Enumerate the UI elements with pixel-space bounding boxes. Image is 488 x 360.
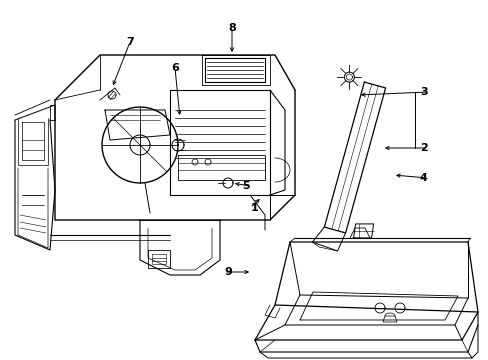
Text: 3: 3 xyxy=(419,87,427,97)
Text: 8: 8 xyxy=(228,23,235,33)
Text: 2: 2 xyxy=(419,143,427,153)
Text: 7: 7 xyxy=(126,37,134,47)
Text: 5: 5 xyxy=(242,181,249,191)
Text: 1: 1 xyxy=(250,203,258,213)
Text: 4: 4 xyxy=(419,173,427,183)
Text: 6: 6 xyxy=(171,63,179,73)
Text: 9: 9 xyxy=(224,267,231,277)
